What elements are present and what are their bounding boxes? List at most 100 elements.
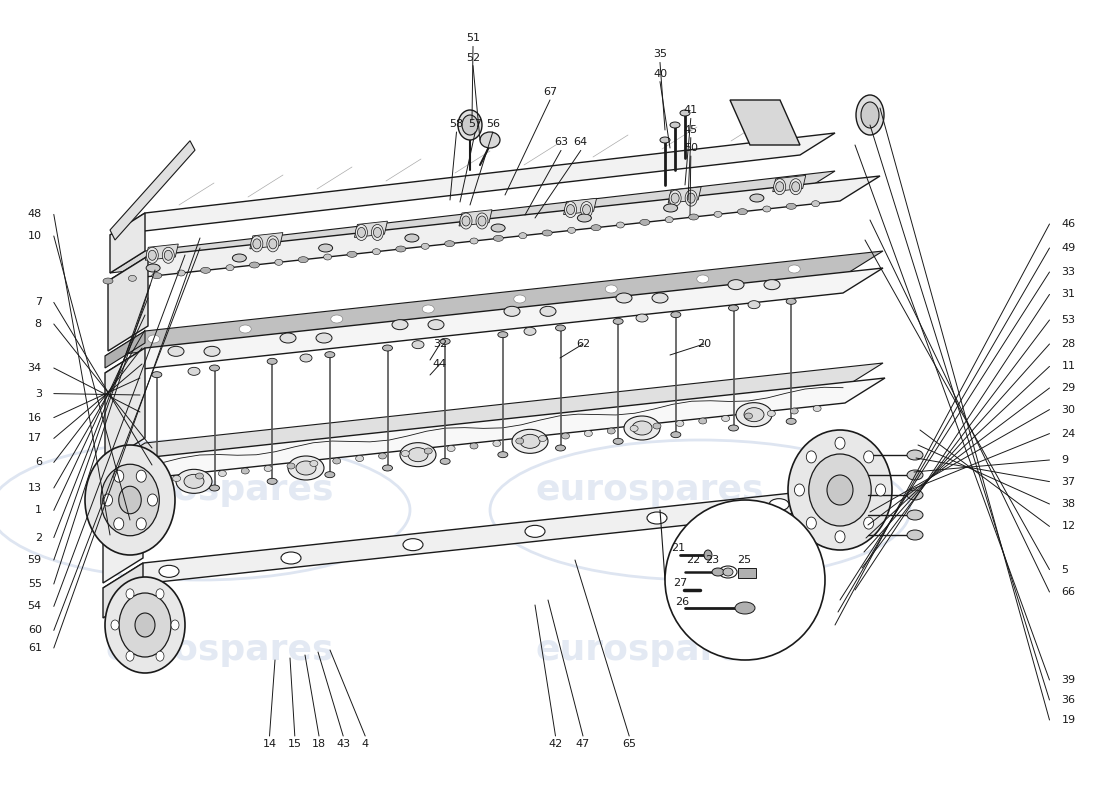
Ellipse shape	[764, 280, 780, 290]
Ellipse shape	[640, 219, 650, 226]
Polygon shape	[250, 233, 283, 249]
Polygon shape	[108, 176, 880, 281]
Polygon shape	[145, 244, 178, 260]
Ellipse shape	[168, 346, 184, 356]
Ellipse shape	[735, 602, 755, 614]
Ellipse shape	[102, 494, 112, 506]
Ellipse shape	[152, 372, 162, 378]
Ellipse shape	[512, 430, 548, 454]
Text: 43: 43	[337, 739, 350, 749]
Ellipse shape	[462, 216, 470, 226]
Ellipse shape	[670, 122, 680, 128]
Ellipse shape	[188, 367, 200, 375]
Ellipse shape	[685, 190, 697, 206]
Text: 37: 37	[1062, 477, 1076, 486]
Ellipse shape	[383, 465, 393, 471]
Text: 7: 7	[35, 298, 42, 307]
Text: 31: 31	[1062, 290, 1076, 299]
Ellipse shape	[671, 312, 681, 318]
Ellipse shape	[280, 333, 296, 343]
Text: 30: 30	[1062, 405, 1076, 414]
Ellipse shape	[251, 236, 263, 252]
Ellipse shape	[113, 518, 123, 530]
Ellipse shape	[653, 423, 661, 429]
Ellipse shape	[412, 341, 424, 349]
Ellipse shape	[566, 205, 574, 214]
Ellipse shape	[402, 450, 409, 457]
Ellipse shape	[113, 470, 123, 482]
Ellipse shape	[470, 443, 478, 449]
Ellipse shape	[680, 110, 690, 116]
Ellipse shape	[856, 95, 884, 135]
Ellipse shape	[578, 214, 592, 222]
Ellipse shape	[762, 206, 771, 212]
Text: 5: 5	[1062, 565, 1068, 574]
Text: 10: 10	[28, 231, 42, 241]
Text: eurospares: eurospares	[106, 473, 334, 507]
Ellipse shape	[378, 453, 386, 459]
Ellipse shape	[267, 236, 279, 252]
Ellipse shape	[226, 265, 234, 270]
Ellipse shape	[136, 470, 146, 482]
Ellipse shape	[147, 335, 160, 343]
Ellipse shape	[300, 354, 312, 362]
Text: 47: 47	[576, 739, 590, 749]
Ellipse shape	[405, 234, 419, 242]
Text: 19: 19	[1062, 715, 1076, 725]
Ellipse shape	[403, 538, 424, 550]
Polygon shape	[110, 171, 835, 273]
Ellipse shape	[196, 473, 204, 479]
Ellipse shape	[458, 110, 482, 140]
Ellipse shape	[494, 235, 504, 242]
Text: 59: 59	[28, 555, 42, 565]
Ellipse shape	[790, 178, 802, 194]
Ellipse shape	[240, 325, 251, 333]
Ellipse shape	[319, 244, 332, 252]
Ellipse shape	[613, 318, 624, 324]
Ellipse shape	[160, 566, 179, 578]
Polygon shape	[103, 458, 143, 583]
Ellipse shape	[280, 552, 301, 564]
Ellipse shape	[358, 227, 365, 238]
Ellipse shape	[204, 346, 220, 356]
Ellipse shape	[669, 190, 681, 206]
Ellipse shape	[476, 213, 488, 229]
Ellipse shape	[525, 526, 544, 538]
Ellipse shape	[275, 259, 283, 266]
Text: 64: 64	[574, 138, 587, 147]
Ellipse shape	[514, 295, 526, 303]
Ellipse shape	[119, 486, 141, 514]
Ellipse shape	[908, 450, 923, 460]
Ellipse shape	[813, 406, 821, 411]
Text: 35: 35	[653, 50, 667, 59]
Ellipse shape	[808, 454, 871, 526]
Ellipse shape	[268, 239, 277, 249]
Text: 21: 21	[671, 543, 685, 553]
Ellipse shape	[519, 233, 527, 238]
Ellipse shape	[126, 589, 134, 599]
Text: 54: 54	[28, 602, 42, 611]
Ellipse shape	[861, 102, 879, 128]
Ellipse shape	[583, 205, 591, 214]
Polygon shape	[104, 268, 883, 373]
Text: 36: 36	[1062, 695, 1076, 705]
Ellipse shape	[267, 478, 277, 484]
Ellipse shape	[556, 325, 565, 331]
Text: 42: 42	[549, 739, 562, 749]
Ellipse shape	[504, 306, 520, 316]
Ellipse shape	[794, 484, 804, 496]
Polygon shape	[103, 563, 143, 618]
Ellipse shape	[173, 475, 180, 482]
Ellipse shape	[373, 227, 382, 238]
Text: 45: 45	[684, 125, 697, 134]
Ellipse shape	[561, 433, 570, 439]
Ellipse shape	[584, 430, 593, 437]
Ellipse shape	[827, 475, 853, 505]
Ellipse shape	[152, 492, 162, 498]
Text: 46: 46	[1062, 219, 1076, 229]
Text: 50: 50	[684, 143, 697, 153]
Text: 3: 3	[35, 389, 42, 398]
Ellipse shape	[355, 455, 364, 462]
Ellipse shape	[786, 203, 796, 210]
Ellipse shape	[428, 320, 444, 330]
